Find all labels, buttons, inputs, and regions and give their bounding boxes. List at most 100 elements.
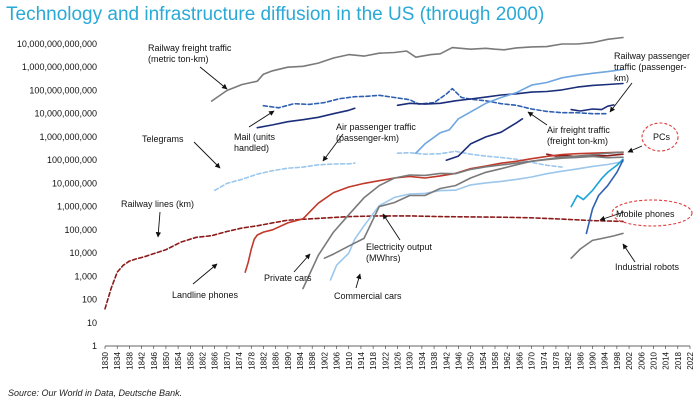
x-tick-label: 1850 (162, 351, 171, 369)
annotation-label: Telegrams (142, 134, 184, 144)
annotation-arrow (599, 211, 625, 222)
annotation-label: km) (614, 73, 629, 83)
x-tick-label: 1958 (491, 351, 500, 369)
series-line-industrial (570, 232, 624, 259)
annotation-label: handled) (234, 143, 269, 153)
x-tick-label: 1974 (540, 351, 549, 369)
y-tick-label: 100,000,000,000 (29, 85, 97, 95)
x-tick-label: 1874 (235, 351, 244, 369)
x-tick-label: 1918 (369, 351, 378, 369)
annotation-label: (passenger-km) (336, 133, 399, 143)
series-line-private (302, 155, 624, 290)
axes: 1 10 100 1,000 10,000 100,000 1,000,000 10,000,… (17, 39, 695, 370)
highlight-circle-mobile (611, 199, 693, 227)
x-tick-label: 1870 (223, 351, 232, 369)
y-tick-label: 1 (92, 341, 97, 351)
y-tick-label: 1,000 (74, 271, 97, 281)
x-tick-label: 2002 (625, 351, 634, 369)
annotation-label: Landline phones (172, 290, 239, 300)
x-tick-label: 1834 (113, 351, 122, 369)
y-tick-label: 10 (87, 318, 97, 328)
annotation-label: Railway freight traffic (148, 43, 232, 53)
x-tick-label: 1866 (211, 351, 220, 369)
annotation-arrow (192, 263, 218, 285)
y-tick-label: 100,000,000 (47, 155, 97, 165)
x-tick-label: 1830 (101, 351, 110, 369)
annotation-label: (freight ton-km) (547, 136, 608, 146)
x-tick-label: 1950 (467, 351, 476, 369)
x-tick-label: 1906 (333, 351, 342, 369)
x-tick-label: 1862 (199, 351, 208, 369)
y-tick-label: 100 (82, 295, 97, 305)
highlight-circle-pcs (641, 122, 679, 152)
annotation-arrow (382, 213, 401, 241)
x-tick-label: 1962 (503, 351, 512, 369)
annotation-arrow (527, 111, 548, 126)
series-line-mobile (570, 158, 624, 208)
annotation-arrow (627, 145, 643, 153)
series-line-air (445, 118, 524, 161)
annotation-label: Railway passenger (614, 51, 690, 61)
y-tick-label: 10,000,000 (52, 178, 97, 188)
y-tick-label: 10,000,000,000,000 (17, 39, 97, 49)
x-tick-label: 1946 (454, 351, 463, 369)
annotation-label: Mobile phones (616, 209, 675, 219)
annotation-arrow (322, 133, 344, 162)
x-tick-label: 1882 (259, 351, 268, 369)
x-tick-label: 1978 (552, 351, 561, 369)
x-tick-label: 2018 (674, 351, 683, 369)
annotation-arrow (609, 82, 633, 113)
annotation-arrow (622, 243, 636, 263)
annotation-label: traffic (passenger- (614, 62, 686, 72)
series-line-telegrams (213, 162, 356, 192)
series-line-commercial (329, 160, 624, 281)
y-tick-label: 1,000,000,000 (39, 132, 97, 142)
annotation-arrow (193, 141, 221, 169)
annotation-arrow (293, 253, 311, 273)
annotation-arrow (248, 110, 275, 128)
y-tick-label: 10,000 (69, 248, 97, 258)
annotation-arrow (155, 211, 162, 238)
series-line-electricity (323, 151, 624, 259)
x-tick-label: 2006 (637, 351, 646, 369)
x-tick-label: 1890 (284, 351, 293, 369)
x-tick-label: 1842 (138, 351, 147, 369)
x-tick-label: 1894 (296, 351, 305, 369)
x-tick-label: 1838 (125, 351, 134, 369)
x-tick-label: 1942 (442, 351, 451, 369)
annotation-labels: Railway freight traffic(metric ton-km) Ra… (121, 43, 693, 301)
annotation-label: Commercial cars (334, 291, 402, 301)
series-line-railway (104, 215, 624, 310)
x-tick-label: 1914 (357, 351, 366, 369)
x-tick-label: 1910 (345, 351, 354, 369)
annotation-label: Electricity output (366, 242, 433, 252)
x-tick-label: 1902 (320, 351, 329, 369)
x-tick-label: 1934 (418, 351, 427, 369)
series-line-air (415, 68, 624, 154)
x-tick-label: 2010 (649, 351, 658, 369)
x-tick-label: 1878 (247, 351, 256, 369)
series-line-railway (210, 36, 624, 102)
annotation-label: Industrial robots (615, 262, 680, 272)
x-tick-label: 1854 (174, 351, 183, 369)
annotation-arrow (355, 273, 362, 289)
x-tick-label: 1982 (564, 351, 573, 369)
x-tick-label: 1998 (613, 351, 622, 369)
x-tick-label: 1858 (186, 351, 195, 369)
x-tick-label: 1970 (528, 351, 537, 369)
x-tick-label: 1966 (515, 351, 524, 369)
annotation-label: Railway lines (km) (121, 199, 194, 209)
series-lines (104, 36, 624, 310)
series-line-telegrams (396, 150, 563, 168)
annotation-label: Air passenger traffic (336, 122, 416, 132)
x-tick-label: 1990 (589, 351, 598, 369)
annotation-label: Air freight traffic (547, 125, 610, 135)
x-tick-label: 1886 (272, 351, 281, 369)
chart-title: Technology and infrastructure diffusion … (6, 4, 545, 25)
y-tick-label: 100,000 (64, 225, 97, 235)
series-line-mobile (585, 159, 624, 235)
x-tick-label: 1898 (308, 351, 317, 369)
annotation-label: Mail (units (234, 132, 276, 142)
y-tick-label: 10,000,000,000 (34, 109, 97, 119)
